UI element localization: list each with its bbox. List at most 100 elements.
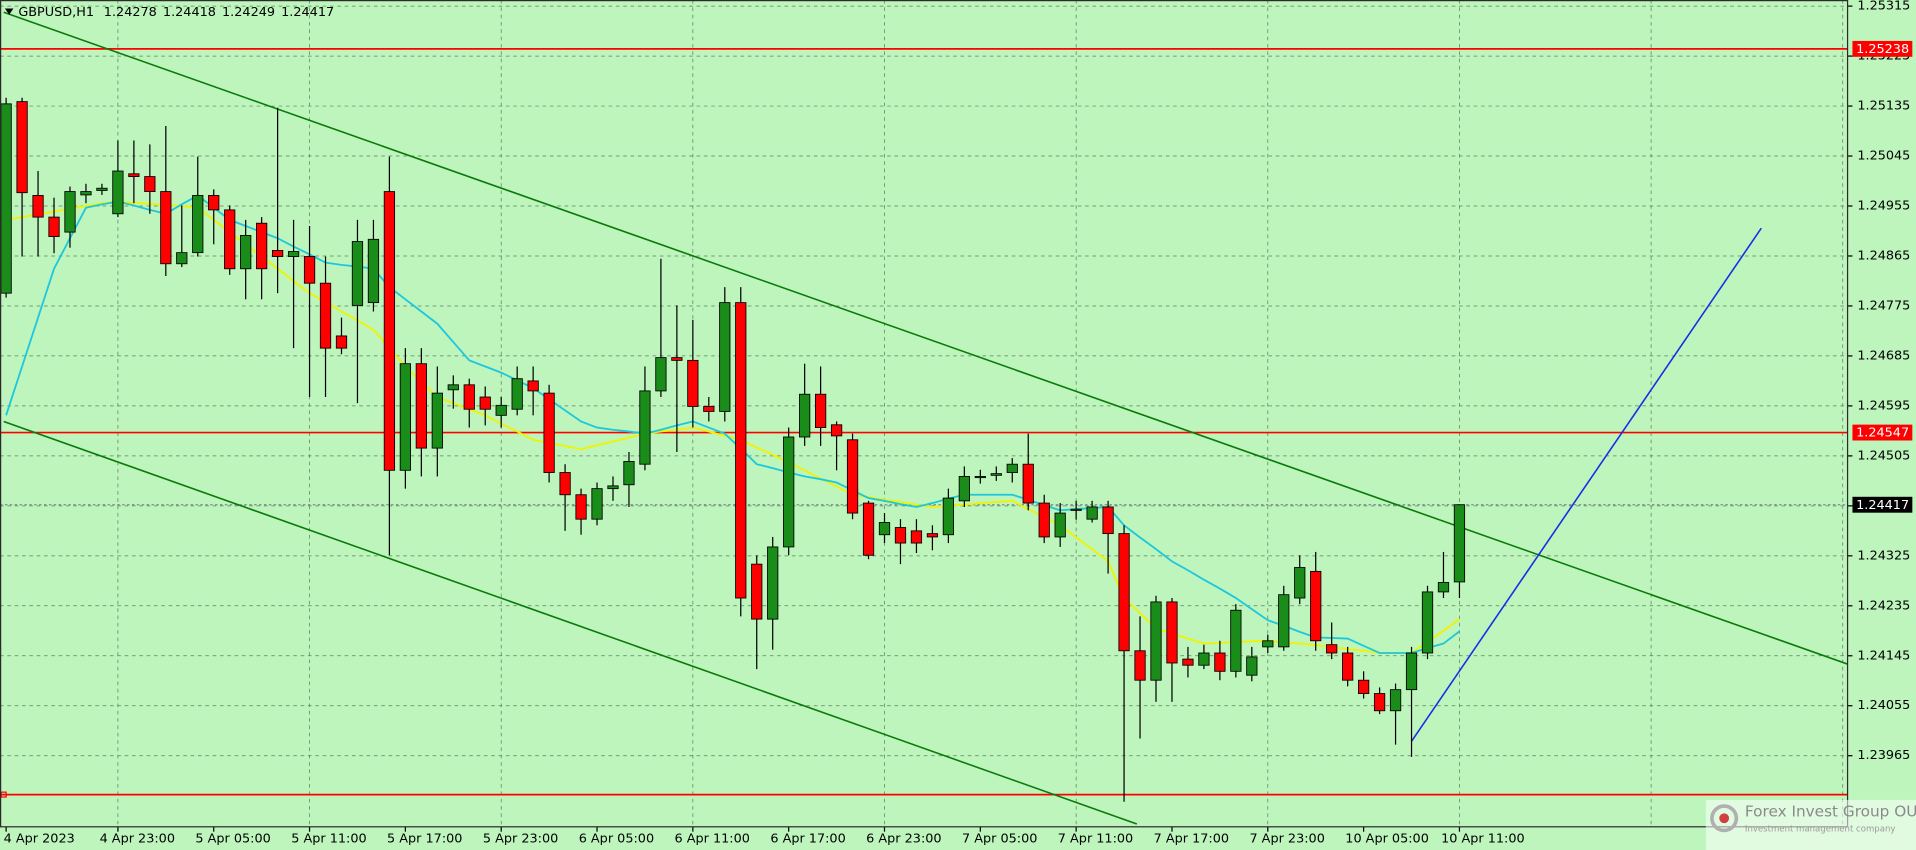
candle-body bbox=[1198, 652, 1210, 666]
candle-body bbox=[16, 101, 28, 194]
y-tick-label: 1.24955 bbox=[1857, 199, 1910, 214]
candle-body bbox=[1405, 652, 1418, 691]
watermark-subtitle: Investment management company bbox=[1745, 825, 1896, 835]
candle-body bbox=[846, 439, 859, 514]
candle-body bbox=[687, 359, 699, 407]
candle-body bbox=[32, 195, 44, 218]
x-tick-label: 5 Apr 23:00 bbox=[483, 832, 558, 847]
trendlines bbox=[3, 11, 1848, 825]
candle-body bbox=[1342, 652, 1354, 681]
candle-body bbox=[48, 216, 60, 237]
x-tick-label: 6 Apr 05:00 bbox=[579, 832, 654, 847]
candle-body bbox=[1086, 506, 1098, 520]
open-value: 1.24278 bbox=[104, 5, 157, 20]
x-tick-label: 7 Apr 11:00 bbox=[1058, 832, 1133, 847]
candle-body bbox=[256, 222, 268, 270]
candle-body bbox=[527, 380, 539, 392]
x-tick-label: 4 Apr 23:00 bbox=[100, 832, 175, 847]
candle-body bbox=[1006, 463, 1018, 473]
x-tick-label: 6 Apr 23:00 bbox=[866, 832, 941, 847]
candle-body bbox=[271, 249, 284, 257]
candle-body bbox=[1102, 506, 1114, 535]
candle-body bbox=[1421, 591, 1434, 654]
candle-body bbox=[1182, 658, 1194, 666]
candle-body bbox=[287, 251, 300, 257]
x-tick-label: 7 Apr 05:00 bbox=[962, 832, 1037, 847]
candle-body bbox=[1246, 656, 1258, 676]
x-tick-label: 5 Apr 11:00 bbox=[291, 832, 366, 847]
candle-body bbox=[623, 461, 635, 486]
candle-body bbox=[1214, 652, 1226, 672]
candle-body bbox=[240, 235, 252, 270]
current-price-box bbox=[1852, 496, 1913, 513]
level-price-label: 1.25238 bbox=[1856, 42, 1909, 57]
candle-body bbox=[799, 393, 811, 438]
y-tick-label: 1.24055 bbox=[1857, 698, 1910, 713]
candle-body bbox=[1326, 644, 1338, 654]
axes: 1.253151.252251.251351.250451.249551.248… bbox=[4, 0, 1913, 847]
candle-body bbox=[1038, 502, 1050, 538]
y-tick-label: 1.24235 bbox=[1857, 598, 1910, 613]
candle-body bbox=[479, 396, 491, 410]
logo-ring bbox=[1710, 804, 1739, 833]
chart-header: GBPUSD,H1 1.24278 1.24418 1.24249 1.24417 bbox=[18, 5, 334, 20]
x-tick-label: 10 Apr 05:00 bbox=[1345, 832, 1429, 847]
candle-body bbox=[719, 302, 731, 412]
candle-body bbox=[990, 473, 1002, 476]
candle-body bbox=[1054, 512, 1066, 538]
candle-body bbox=[1453, 504, 1466, 583]
candle-body bbox=[878, 522, 891, 536]
x-tick-label: 4 Apr 2023 bbox=[4, 832, 75, 847]
y-tick-label: 1.24505 bbox=[1857, 448, 1910, 463]
candle-body bbox=[862, 502, 875, 556]
candle-body bbox=[830, 424, 843, 437]
y-tick-label: 1.24685 bbox=[1857, 348, 1910, 363]
logo-dot bbox=[1719, 813, 1730, 824]
candle-body bbox=[1230, 609, 1242, 672]
candle-body bbox=[767, 546, 779, 620]
x-tick-label: 10 Apr 11:00 bbox=[1441, 832, 1525, 847]
x-tick-label: 6 Apr 11:00 bbox=[675, 832, 750, 847]
candle-body bbox=[814, 393, 827, 428]
y-tick-label: 1.25315 bbox=[1857, 0, 1910, 14]
candle-body bbox=[351, 241, 364, 306]
candle-body bbox=[0, 103, 12, 294]
candle-body bbox=[335, 335, 348, 349]
candle-body bbox=[367, 238, 380, 304]
candle-body bbox=[1118, 533, 1130, 652]
candle-body bbox=[303, 256, 316, 284]
trendline bbox=[3, 11, 1848, 665]
watermark: Forex Invest Group OU Investment managem… bbox=[1705, 799, 1916, 850]
candle-body bbox=[1166, 601, 1178, 664]
x-tick-label: 5 Apr 17:00 bbox=[387, 832, 462, 847]
candle-body bbox=[1070, 508, 1082, 511]
current-price-label: 1.24417 bbox=[1856, 498, 1909, 513]
menu-icon[interactable] bbox=[4, 8, 14, 15]
candle-body bbox=[1022, 463, 1034, 504]
candle-body bbox=[607, 485, 619, 490]
candle-body bbox=[224, 209, 236, 270]
candle-body bbox=[894, 527, 907, 544]
candle-body bbox=[176, 252, 188, 265]
low-value: 1.24249 bbox=[222, 5, 275, 20]
candle-body bbox=[1437, 582, 1450, 593]
candle-body bbox=[655, 357, 667, 392]
candle-body bbox=[64, 191, 76, 233]
watermark-box bbox=[1705, 799, 1916, 850]
candle-body bbox=[559, 472, 571, 496]
candle-body bbox=[1278, 594, 1290, 648]
levels bbox=[0, 48, 1848, 798]
y-tick-label: 1.23965 bbox=[1857, 748, 1910, 763]
candle-body bbox=[1358, 679, 1370, 694]
level-price-box bbox=[1852, 424, 1913, 441]
y-tick-label: 1.25135 bbox=[1857, 99, 1910, 114]
candle-body bbox=[1373, 693, 1386, 712]
candle-body bbox=[208, 195, 220, 211]
candle-body bbox=[383, 191, 396, 471]
candle-body bbox=[415, 363, 427, 449]
candle-body bbox=[463, 384, 475, 410]
candle-body bbox=[80, 191, 92, 196]
x-tick-label: 7 Apr 17:00 bbox=[1154, 832, 1229, 847]
y-tick-label: 1.24865 bbox=[1857, 248, 1910, 263]
